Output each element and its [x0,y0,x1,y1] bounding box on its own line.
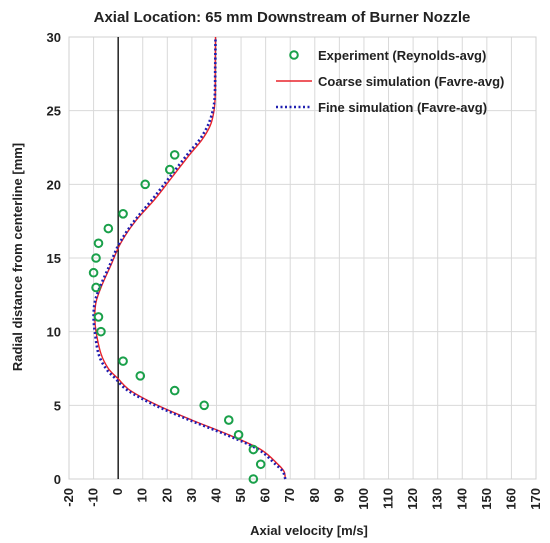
experiment-point [223,415,234,425]
legend-item: Coarse simulation (Favre-avg) [276,74,504,89]
x-tick-label: 60 [258,488,273,502]
x-tick-label: 40 [208,488,223,502]
x-tick-label: 50 [233,488,248,502]
x-tick-label: 160 [503,488,518,510]
legend-item: Fine simulation (Favre-avg) [276,100,487,115]
experiment-point [91,253,101,263]
experiment-point [88,267,99,278]
x-tick-label: 20 [159,488,174,502]
experiment-point [169,385,180,396]
experiment-point [103,223,114,234]
x-tick-label: 170 [528,488,543,510]
y-axis-label: Radial distance from centerline [mm] [10,143,25,371]
x-tick-label: 70 [282,488,297,502]
series-line-2 [92,36,287,480]
series-layer [88,36,287,484]
experiment-point [199,400,209,411]
experiment-point [140,179,150,190]
plot-frame [68,36,537,480]
legend-marker [289,50,299,60]
y-tick-labels: 0 5 10 15 20 25 30 [47,30,61,487]
experiment-point [248,444,259,455]
experiment-point [96,326,106,337]
x-tick-label: 120 [405,488,420,510]
experiment-point [169,150,180,160]
experiment-point [91,282,101,293]
x-tick-label: 140 [454,488,469,510]
x-axis-label: Axial velocity [m/s] [250,523,368,538]
experiment-point [118,209,128,219]
y-tick-label: 0 [54,472,61,487]
chart-title: Axial Location: 65 mm Downstream of Burn… [94,9,471,26]
y-tick-label: 20 [47,177,61,192]
experiment-point [233,430,244,440]
x-tick-label: 80 [307,488,322,502]
experiment-point [248,474,259,484]
y-tick-label: 30 [47,30,61,45]
legend-label: Coarse simulation (Favre-avg) [318,74,504,89]
x-tick-label: 130 [430,488,445,510]
experiment-point [135,371,146,381]
x-tick-label: 150 [479,488,494,510]
grid [68,36,537,480]
x-tick-label: 110 [381,488,396,509]
x-tick-label: 0 [110,488,125,495]
x-tick-label: 30 [184,488,199,502]
experiment-point [118,356,128,366]
y-tick-label: 10 [47,325,61,340]
experiment-point [93,312,104,322]
x-tick-labels: -20 -10 0 10 20 30 40 50 60 70 80 90 100 110 120 130 140… [61,488,543,510]
x-tick-label: 90 [331,488,346,502]
x-tick-label: 100 [356,488,371,510]
y-tick-label: 15 [47,251,61,266]
experiment-point [93,238,104,249]
x-tick-label: -10 [86,488,101,507]
legend-label: Fine simulation (Favre-avg) [318,100,487,115]
y-tick-label: 25 [47,104,61,119]
y-tick-label: 5 [54,398,61,413]
x-tick-label: -20 [61,488,76,507]
x-tick-label: 10 [135,488,150,502]
legend-label: Experiment (Reynolds-avg) [318,48,486,63]
experiment-point [164,164,175,175]
experiment-point [255,459,266,470]
legend: Experiment (Reynolds-avg) Coarse simulati… [276,48,504,115]
legend-item: Experiment (Reynolds-avg) [289,48,486,63]
